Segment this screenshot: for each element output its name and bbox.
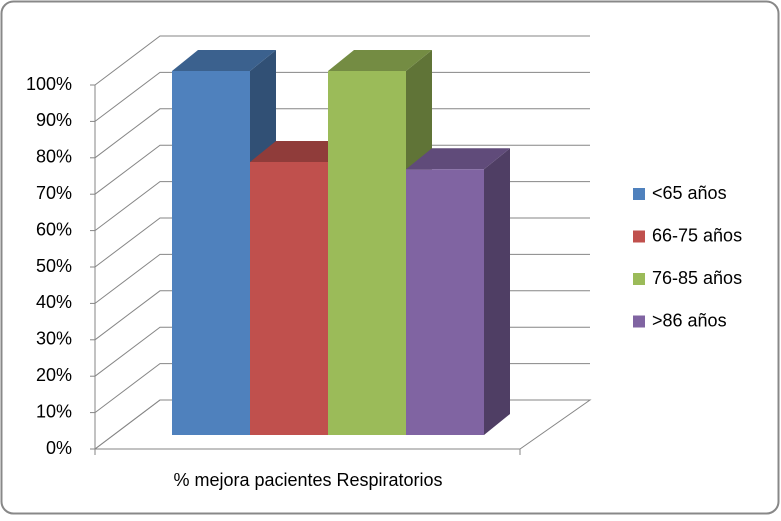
legend-swatch xyxy=(633,315,645,328)
legend-label: 66-75 años xyxy=(652,225,742,245)
grid-line xyxy=(94,108,590,159)
y-tick-label: 50% xyxy=(36,256,72,276)
y-tick-label: 0% xyxy=(46,438,72,458)
bar xyxy=(172,71,250,435)
y-tick-label: 20% xyxy=(36,365,72,385)
y-tick-label: 70% xyxy=(36,183,72,203)
bar xyxy=(328,71,406,435)
y-tick-label: 100% xyxy=(26,74,72,94)
legend-swatch xyxy=(633,230,645,243)
bar-top xyxy=(406,148,510,170)
legend-label: <65 años xyxy=(652,183,727,203)
y-tick-label: 10% xyxy=(36,401,72,421)
y-tick-label: 30% xyxy=(36,329,72,349)
legend-swatch xyxy=(633,273,645,285)
x-tick-label: % mejora pacientes Respiratorios xyxy=(173,470,442,490)
bar-top xyxy=(172,50,276,71)
y-tick-label: 80% xyxy=(36,147,72,167)
grid-line xyxy=(94,144,590,195)
legend-swatch xyxy=(633,188,645,200)
bar xyxy=(406,169,484,435)
y-tick-label: 60% xyxy=(36,219,72,239)
grid-line xyxy=(94,71,590,122)
bar-top xyxy=(328,50,432,71)
bar-side xyxy=(484,148,510,435)
y-tick-label: 90% xyxy=(36,110,72,130)
y-tick-label: 40% xyxy=(36,292,72,312)
legend-label: >86 años xyxy=(652,310,727,330)
legend-label: 76-85 años xyxy=(652,268,742,288)
bar xyxy=(250,162,328,435)
grid-line xyxy=(94,35,590,86)
